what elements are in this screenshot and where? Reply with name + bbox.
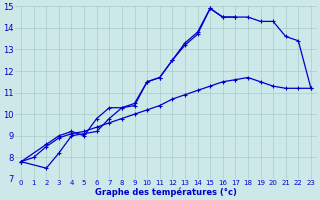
- X-axis label: Graphe des températures (°c): Graphe des températures (°c): [95, 188, 237, 197]
